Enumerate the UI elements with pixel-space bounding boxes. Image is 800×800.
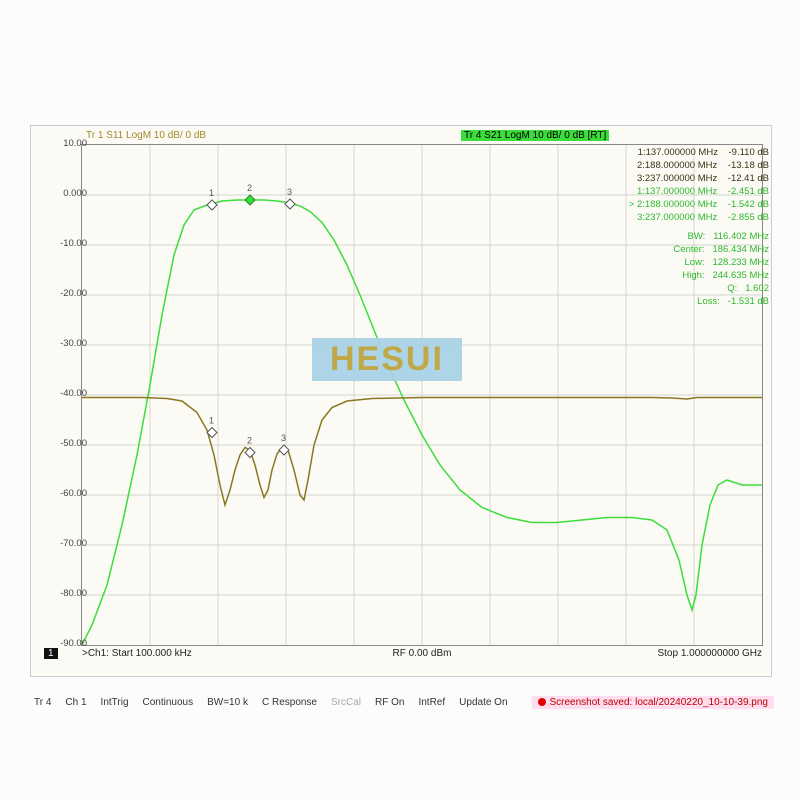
record-dot-icon (538, 698, 546, 706)
watermark: HESUI (312, 338, 462, 381)
x-start-label: >Ch1: Start 100.000 kHz (82, 648, 192, 659)
marker-num: 2 (247, 436, 252, 446)
status-item[interactable]: Update On (459, 697, 507, 708)
trace1-label: Tr 1 S11 LogM 10 dB/ 0 dB (86, 130, 206, 141)
marker-readout-s21: 1:137.000000 MHz -2.451 dB (629, 185, 769, 198)
y-tick-label: -80.00 (41, 588, 87, 599)
y-tick-label: -40.00 (41, 388, 87, 399)
stat-line: Low: 128.233 MHz (629, 256, 769, 269)
y-tick-label: -60.00 (41, 488, 87, 499)
status-item[interactable]: RF On (375, 697, 404, 708)
marker-diamond (207, 200, 217, 210)
stat-line: BW: 116.402 MHz (629, 230, 769, 243)
marker-num: 3 (281, 433, 286, 443)
status-item[interactable]: IntTrig (101, 697, 129, 708)
status-item[interactable]: SrcCal (331, 697, 361, 708)
y-tick-label: -70.00 (41, 538, 87, 549)
marker-num: 2 (247, 183, 252, 193)
x-center-label: RF 0.00 dBm (393, 648, 452, 659)
y-tick-label: -10.00 (41, 238, 87, 249)
stat-line: Q: 1.602 (629, 282, 769, 295)
y-tick-label: -20.00 (41, 288, 87, 299)
y-tick-label: -50.00 (41, 438, 87, 449)
y-tick-label: -30.00 (41, 338, 87, 349)
marker-num: 1 (209, 188, 214, 198)
stat-line: High: 244.635 MHz (629, 269, 769, 282)
screenshot-notice: Screenshot saved: local/20240220_10-10-3… (532, 696, 775, 709)
status-item[interactable]: Ch 1 (65, 697, 86, 708)
x-stop-label: Stop 1.000000000 GHz (657, 648, 762, 659)
marker-readout-s11: 3:237.000000 MHz -12.41 dB (629, 172, 769, 185)
marker-readout-s11: 1:137.000000 MHz -9.110 dB (629, 146, 769, 159)
y-tick-label: 10.00 (41, 138, 87, 149)
channel-tag: 1 (44, 648, 58, 659)
status-item[interactable]: IntRef (418, 697, 445, 708)
marker-readout-s21: > 2:188.000000 MHz -1.542 dB (629, 198, 769, 211)
y-tick-label: 0.000 (41, 188, 87, 199)
chart-frame: Tr 1 S11 LogM 10 dB/ 0 dB Tr 4 S21 LogM … (30, 125, 772, 677)
stat-line: Center: 186.434 MHz (629, 243, 769, 256)
status-item[interactable]: BW=10 k (207, 697, 248, 708)
marker-diamond (245, 195, 255, 205)
stat-line: Loss: -1.531 dB (629, 295, 769, 308)
marker-readout-panel: 1:137.000000 MHz -9.110 dB2:188.000000 M… (629, 146, 769, 308)
status-item[interactable]: C Response (262, 697, 317, 708)
marker-diamond (279, 445, 289, 455)
status-item[interactable]: Continuous (143, 697, 194, 708)
marker-num: 3 (287, 187, 292, 197)
marker-num: 1 (209, 416, 214, 426)
marker-readout-s21: 3:237.000000 MHz -2.855 dB (629, 211, 769, 224)
marker-diamond (285, 199, 295, 209)
status-bar: Tr 4 Ch 1 IntTrig Continuous BW=10 k C Respon… (30, 693, 774, 711)
trace4-label: Tr 4 S21 LogM 10 dB/ 0 dB [RT] (461, 130, 609, 141)
marker-readout-s11: 2:188.000000 MHz -13.18 dB (629, 159, 769, 172)
status-item[interactable]: Tr 4 (34, 697, 51, 708)
y-tick-label: -90.00 (41, 638, 87, 649)
